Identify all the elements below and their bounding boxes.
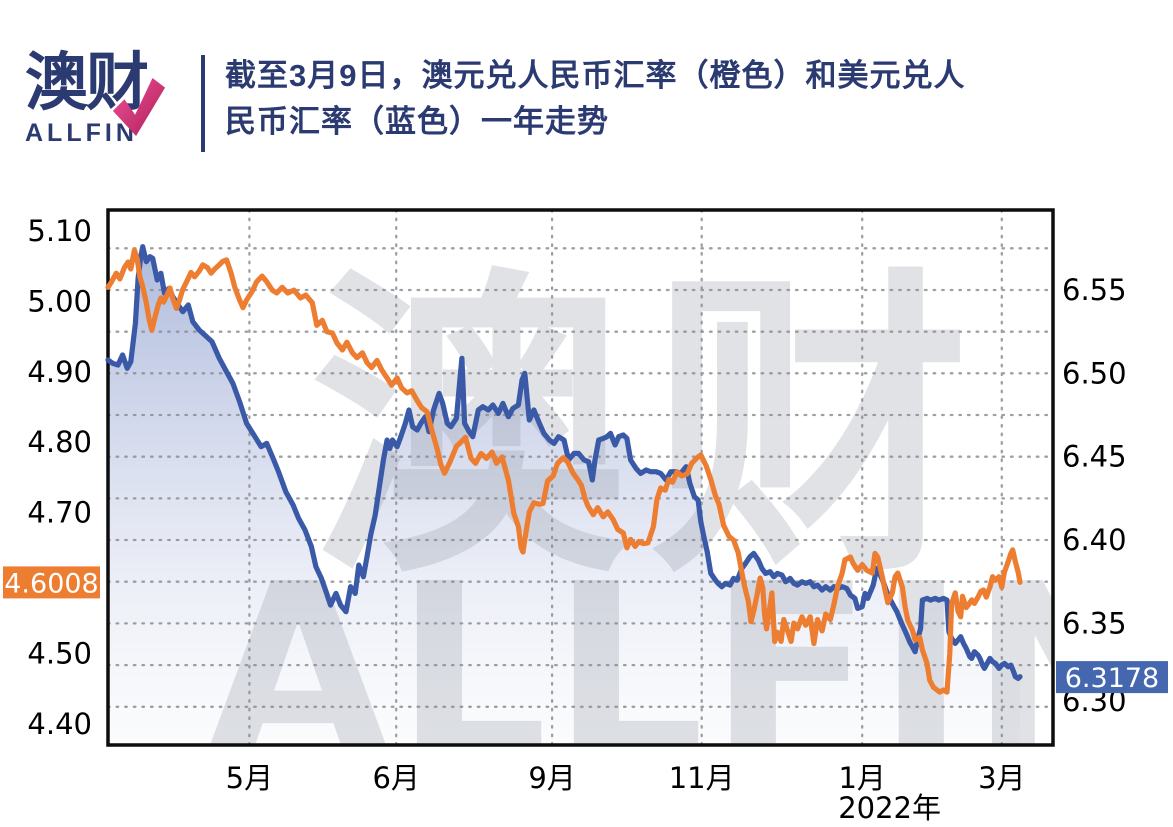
plot-border: [106, 208, 1055, 747]
brand-logo-en: ALLFIN: [25, 119, 138, 148]
right-axis-tick-label: 6.55: [1062, 273, 1127, 307]
series-line-aud-cny: [105, 247, 1023, 695]
last-value-label-box: [1056, 661, 1168, 694]
brand-logo: 澳财 ALLFIN: [25, 50, 177, 152]
x-axis-tick-label: 3月: [978, 761, 1025, 795]
left-axis-tick-label: 4.40: [27, 707, 92, 741]
last-value-label-box: [3, 566, 100, 599]
right-axis-tick-label: 6.50: [1062, 356, 1127, 390]
page-title: 截至3月9日，澳元兑人民币汇率（橙色）和美元兑人 民币汇率（蓝色）一年走势: [225, 50, 965, 152]
right-axis-tick-label: 6.45: [1062, 440, 1127, 474]
last-value-label-text: 6.3178: [1065, 663, 1159, 694]
area-fill-usd-cny: [108, 246, 1020, 745]
left-axis-tick-label: 5.00: [27, 284, 92, 318]
series-line-usd-cny: [105, 244, 1023, 682]
left-axis-tick-label: 4.80: [27, 425, 92, 459]
last-value-label-usd-cny: 6.3178: [1056, 661, 1168, 694]
x-axis-tick-label: 11月: [669, 761, 735, 795]
right-axis-tick-label: 6.40: [1062, 523, 1127, 557]
header-divider: [201, 55, 205, 152]
left-axis-tick-label: 4.70: [27, 496, 92, 530]
watermark-en: ALLFIN: [205, 532, 1173, 812]
x-axis-tick-label: 6月: [372, 761, 419, 795]
left-axis-tick-label: 4.90: [27, 355, 92, 389]
right-axis-tick-label: 6.35: [1062, 606, 1127, 640]
left-axis-tick-label: 5.10: [27, 214, 92, 248]
right-axis-ticks: 6.556.506.456.406.356.30: [1062, 273, 1127, 718]
page-title-line2: 民币汇率（蓝色）一年走势: [225, 104, 609, 139]
x-axis-tick-label: 5月: [226, 761, 273, 795]
brand-logo-ribbon-icon: [112, 78, 166, 136]
header: 澳财 ALLFIN 截至3月9日，澳元兑人民币汇率（橙色）和美元兑人 民币汇率（…: [25, 50, 965, 152]
x-axis-year-label: 2022年: [838, 791, 941, 825]
x-axis-tick-label: 1月: [838, 761, 885, 795]
page-title-line1: 截至3月9日，澳元兑人民币汇率（橙色）和美元兑人: [225, 58, 966, 93]
left-axis-ticks: 5.10 5.00 4.90 4.80 4.70 4.50 4.40: [27, 214, 92, 741]
x-axis-ticks: 5月 6月 9月 11月 1月 3月: [226, 761, 1026, 795]
left-axis-tick-label: 4.50: [27, 636, 92, 670]
last-value-label-text: 4.6008: [4, 568, 98, 599]
x-axis-tick-label: 9月: [528, 761, 575, 795]
last-value-label-aud-cny: 4.6008: [3, 566, 100, 599]
